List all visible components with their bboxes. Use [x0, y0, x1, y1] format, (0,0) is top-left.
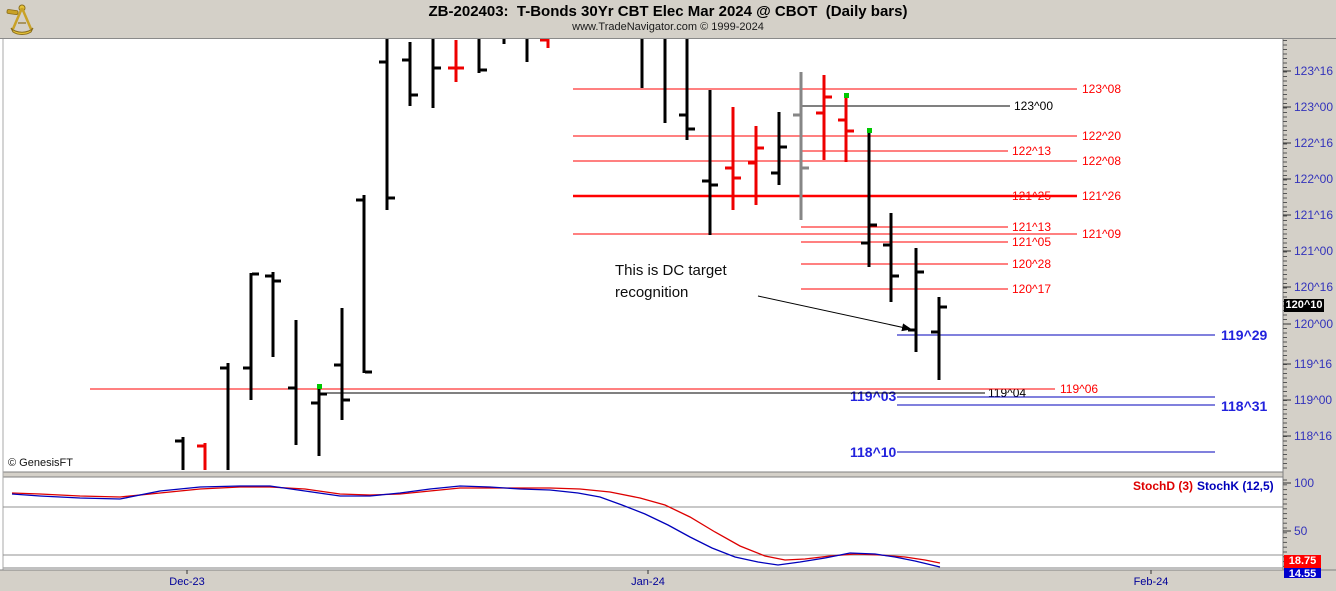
stochk-legend-label[interactable]: StochK (12,5) — [1197, 479, 1274, 493]
price-level-label: 118^10 — [850, 444, 897, 460]
price-level-label: 119^29 — [1221, 327, 1268, 343]
stochk-value-box: 14.55 — [1284, 568, 1321, 578]
date-axis-label: Jan-24 — [631, 576, 665, 588]
panel-separator — [3, 472, 1283, 477]
price-axis-label: 118^16 — [1294, 429, 1332, 443]
window-header: ZB-202403: T-Bonds 30Yr CBT Elec Mar 202… — [0, 0, 1336, 39]
price-level-label: 120^28 — [1012, 257, 1051, 271]
price-level-label: 122^13 — [1012, 144, 1051, 158]
annotation-line2: recognition — [615, 284, 689, 301]
stochk-line — [11, 485, 941, 568]
price-level-label: 120^17 — [1012, 282, 1051, 296]
signal-dot — [317, 384, 322, 389]
price-axis-label: 123^16 — [1294, 64, 1333, 78]
price-level-label: 119^03 — [850, 388, 897, 404]
date-axis-label: Feb-24 — [1134, 576, 1169, 588]
stoch-axis-label: 50 — [1294, 524, 1308, 538]
price-level-label: 123^08 — [1082, 82, 1121, 96]
price-level-label: 119^04 — [988, 386, 1026, 400]
price-level-label: 121^05 — [1012, 235, 1051, 249]
price-level-label: 122^20 — [1082, 129, 1121, 143]
price-level-label: 119^06 — [1060, 382, 1098, 396]
price-axis-label: 119^00 — [1294, 393, 1332, 407]
price-axis-label: 120^16 — [1294, 280, 1333, 294]
signal-dot — [867, 128, 872, 133]
chart-subtitle: www.TradeNavigator.com © 1999-2024 — [572, 21, 764, 33]
annotation-line1: This is DC target — [615, 262, 727, 279]
price-axis-label: 122^16 — [1294, 136, 1333, 150]
price-level-label: 121^09 — [1082, 227, 1121, 241]
price-axis-label: 119^16 — [1294, 357, 1332, 371]
date-axis-label: Dec-23 — [169, 576, 204, 588]
genesis-logo-icon — [6, 4, 34, 35]
annotation-arrow — [757, 295, 912, 332]
stochd-line — [11, 486, 941, 564]
stoch-panel[interactable] — [3, 477, 1283, 568]
signal-dot — [844, 93, 849, 98]
price-level-label: 123^00 — [1014, 99, 1053, 113]
price-axis-label: 120^00 — [1294, 317, 1333, 331]
price-axis-label: 123^00 — [1294, 100, 1333, 114]
stoch-axis-label: 100 — [1294, 476, 1314, 490]
price-level-label: 121^26 — [1082, 189, 1121, 203]
stochd-legend-label[interactable]: StochD (3) — [1133, 479, 1193, 493]
date-axis-strip[interactable] — [0, 570, 1336, 591]
chart-title: ZB-202403: T-Bonds 30Yr CBT Elec Mar 202… — [428, 3, 908, 20]
last-price-box: 120^10 — [1284, 299, 1324, 312]
price-axis-label: 122^00 — [1294, 172, 1333, 186]
stochd-value-box: 18.75 — [1284, 555, 1321, 568]
price-axis-label: 121^16 — [1294, 208, 1333, 222]
annotation-note[interactable]: This is DC target recognition — [615, 260, 727, 304]
price-level-label: 122^08 — [1082, 154, 1121, 168]
copyright-watermark: © GenesisFT — [8, 457, 73, 469]
price-level-label: 118^31 — [1221, 398, 1268, 414]
price-panel[interactable] — [3, 38, 1283, 472]
price-level-label: 121^13 — [1012, 220, 1051, 234]
price-axis-label: 121^00 — [1294, 244, 1333, 258]
